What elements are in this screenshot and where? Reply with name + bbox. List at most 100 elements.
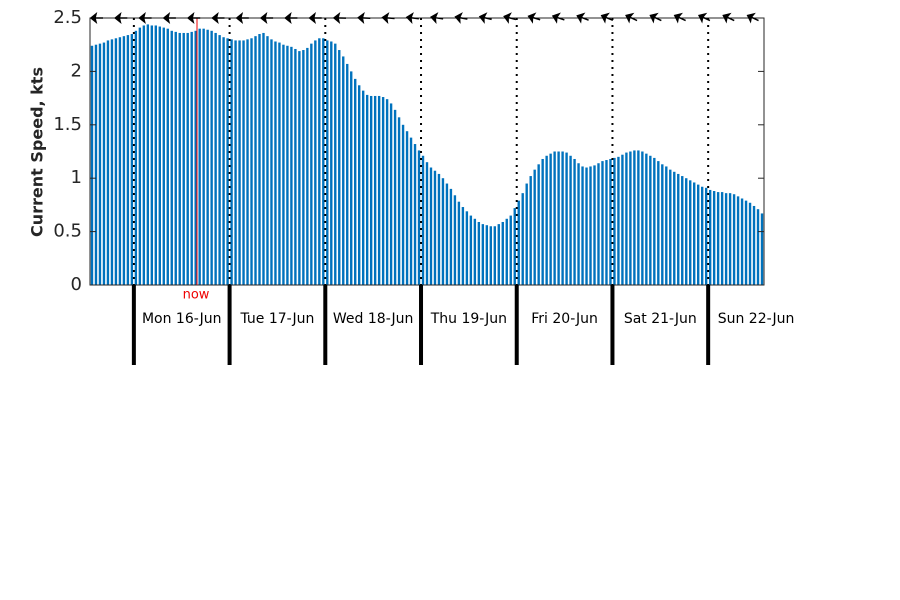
- bar: [581, 166, 584, 285]
- arrow-shape: [527, 12, 541, 24]
- bar: [354, 78, 357, 285]
- bar: [98, 43, 102, 285]
- direction-arrow: [600, 12, 614, 24]
- bar: [525, 183, 528, 285]
- y-tick-label: 1.5: [53, 114, 82, 135]
- bar: [94, 44, 98, 286]
- direction-arrow: [454, 12, 468, 24]
- bar: [254, 36, 257, 285]
- bar: [158, 26, 161, 285]
- bar: [298, 51, 301, 285]
- bar: [421, 155, 425, 285]
- y-axis-label: Current Speed, kts: [28, 67, 47, 237]
- bar: [302, 50, 305, 285]
- bar: [497, 224, 500, 285]
- bar: [214, 32, 217, 286]
- bar: [146, 24, 150, 286]
- bar: [557, 151, 560, 285]
- bar: [186, 32, 189, 286]
- arrow-shape: [235, 12, 249, 24]
- day-label: Tue 17-Jun: [239, 311, 314, 327]
- arrow-shape: [405, 12, 419, 24]
- bar: [182, 32, 185, 286]
- bar: [704, 187, 708, 285]
- bar: [429, 167, 433, 285]
- bar: [381, 97, 385, 285]
- bar: [589, 166, 592, 285]
- bar: [106, 40, 110, 285]
- direction-arrow: [551, 12, 565, 24]
- bar: [481, 224, 485, 285]
- direction-arrow: [478, 12, 492, 24]
- bar: [720, 192, 724, 285]
- bar: [653, 157, 656, 285]
- bar: [294, 48, 297, 285]
- bar: [689, 180, 692, 285]
- day-label: Wed 18-Jun: [333, 311, 414, 327]
- bar: [138, 27, 142, 285]
- bar: [637, 150, 640, 285]
- bar: [505, 218, 508, 285]
- arrow-shape: [551, 12, 565, 24]
- bar: [134, 30, 138, 286]
- day-label: Mon 16-Jun: [142, 311, 222, 327]
- bar: [369, 95, 373, 286]
- bar: [150, 25, 154, 285]
- arrow-shape: [697, 12, 711, 24]
- direction-arrow: [405, 12, 419, 24]
- arrow-shape: [722, 12, 735, 24]
- bar: [585, 167, 588, 285]
- bar: [633, 150, 636, 285]
- bar: [601, 161, 604, 285]
- bar: [529, 176, 532, 285]
- bar: [561, 151, 564, 285]
- bar: [278, 42, 281, 286]
- bar: [405, 131, 409, 285]
- bar: [609, 158, 612, 285]
- bar: [665, 166, 668, 285]
- now-label: now: [183, 288, 210, 303]
- bar: [441, 178, 445, 285]
- bar: [361, 90, 365, 286]
- arrow-shape: [162, 12, 176, 24]
- direction-arrow: [381, 12, 395, 24]
- bar: [740, 198, 744, 285]
- bar: [445, 183, 449, 285]
- direction-arrow: [430, 12, 444, 24]
- bar: [553, 151, 556, 285]
- bar: [202, 28, 205, 286]
- direction-arrow: [284, 12, 298, 24]
- bar: [122, 36, 126, 285]
- bar: [716, 192, 720, 285]
- arrow-shape: [430, 12, 444, 24]
- bar: [457, 201, 461, 285]
- y-tick-label: 0.5: [53, 221, 82, 242]
- bar: [290, 46, 293, 285]
- bar: [465, 211, 469, 285]
- bar: [700, 186, 704, 285]
- arrow-shape: [357, 12, 371, 24]
- bar: [728, 193, 732, 285]
- bar: [162, 27, 165, 285]
- bar: [242, 40, 245, 285]
- direction-arrow: [186, 12, 201, 24]
- bar: [629, 151, 632, 285]
- bar: [565, 152, 568, 285]
- bar: [170, 30, 173, 286]
- bar: [258, 34, 261, 285]
- bar: [541, 158, 544, 285]
- bar: [126, 35, 130, 286]
- day-label: Fri 20-Jun: [531, 311, 598, 327]
- bar: [90, 45, 94, 285]
- direction-arrow: [673, 12, 686, 24]
- bar: [198, 28, 201, 286]
- bar: [166, 28, 169, 286]
- bar: [693, 182, 696, 285]
- bar: [469, 215, 473, 285]
- direction-arrow: [722, 12, 735, 24]
- bar: [310, 43, 313, 285]
- bar: [425, 162, 429, 285]
- bar: [389, 103, 393, 285]
- bar: [114, 38, 118, 286]
- direction-arrow: [211, 12, 225, 24]
